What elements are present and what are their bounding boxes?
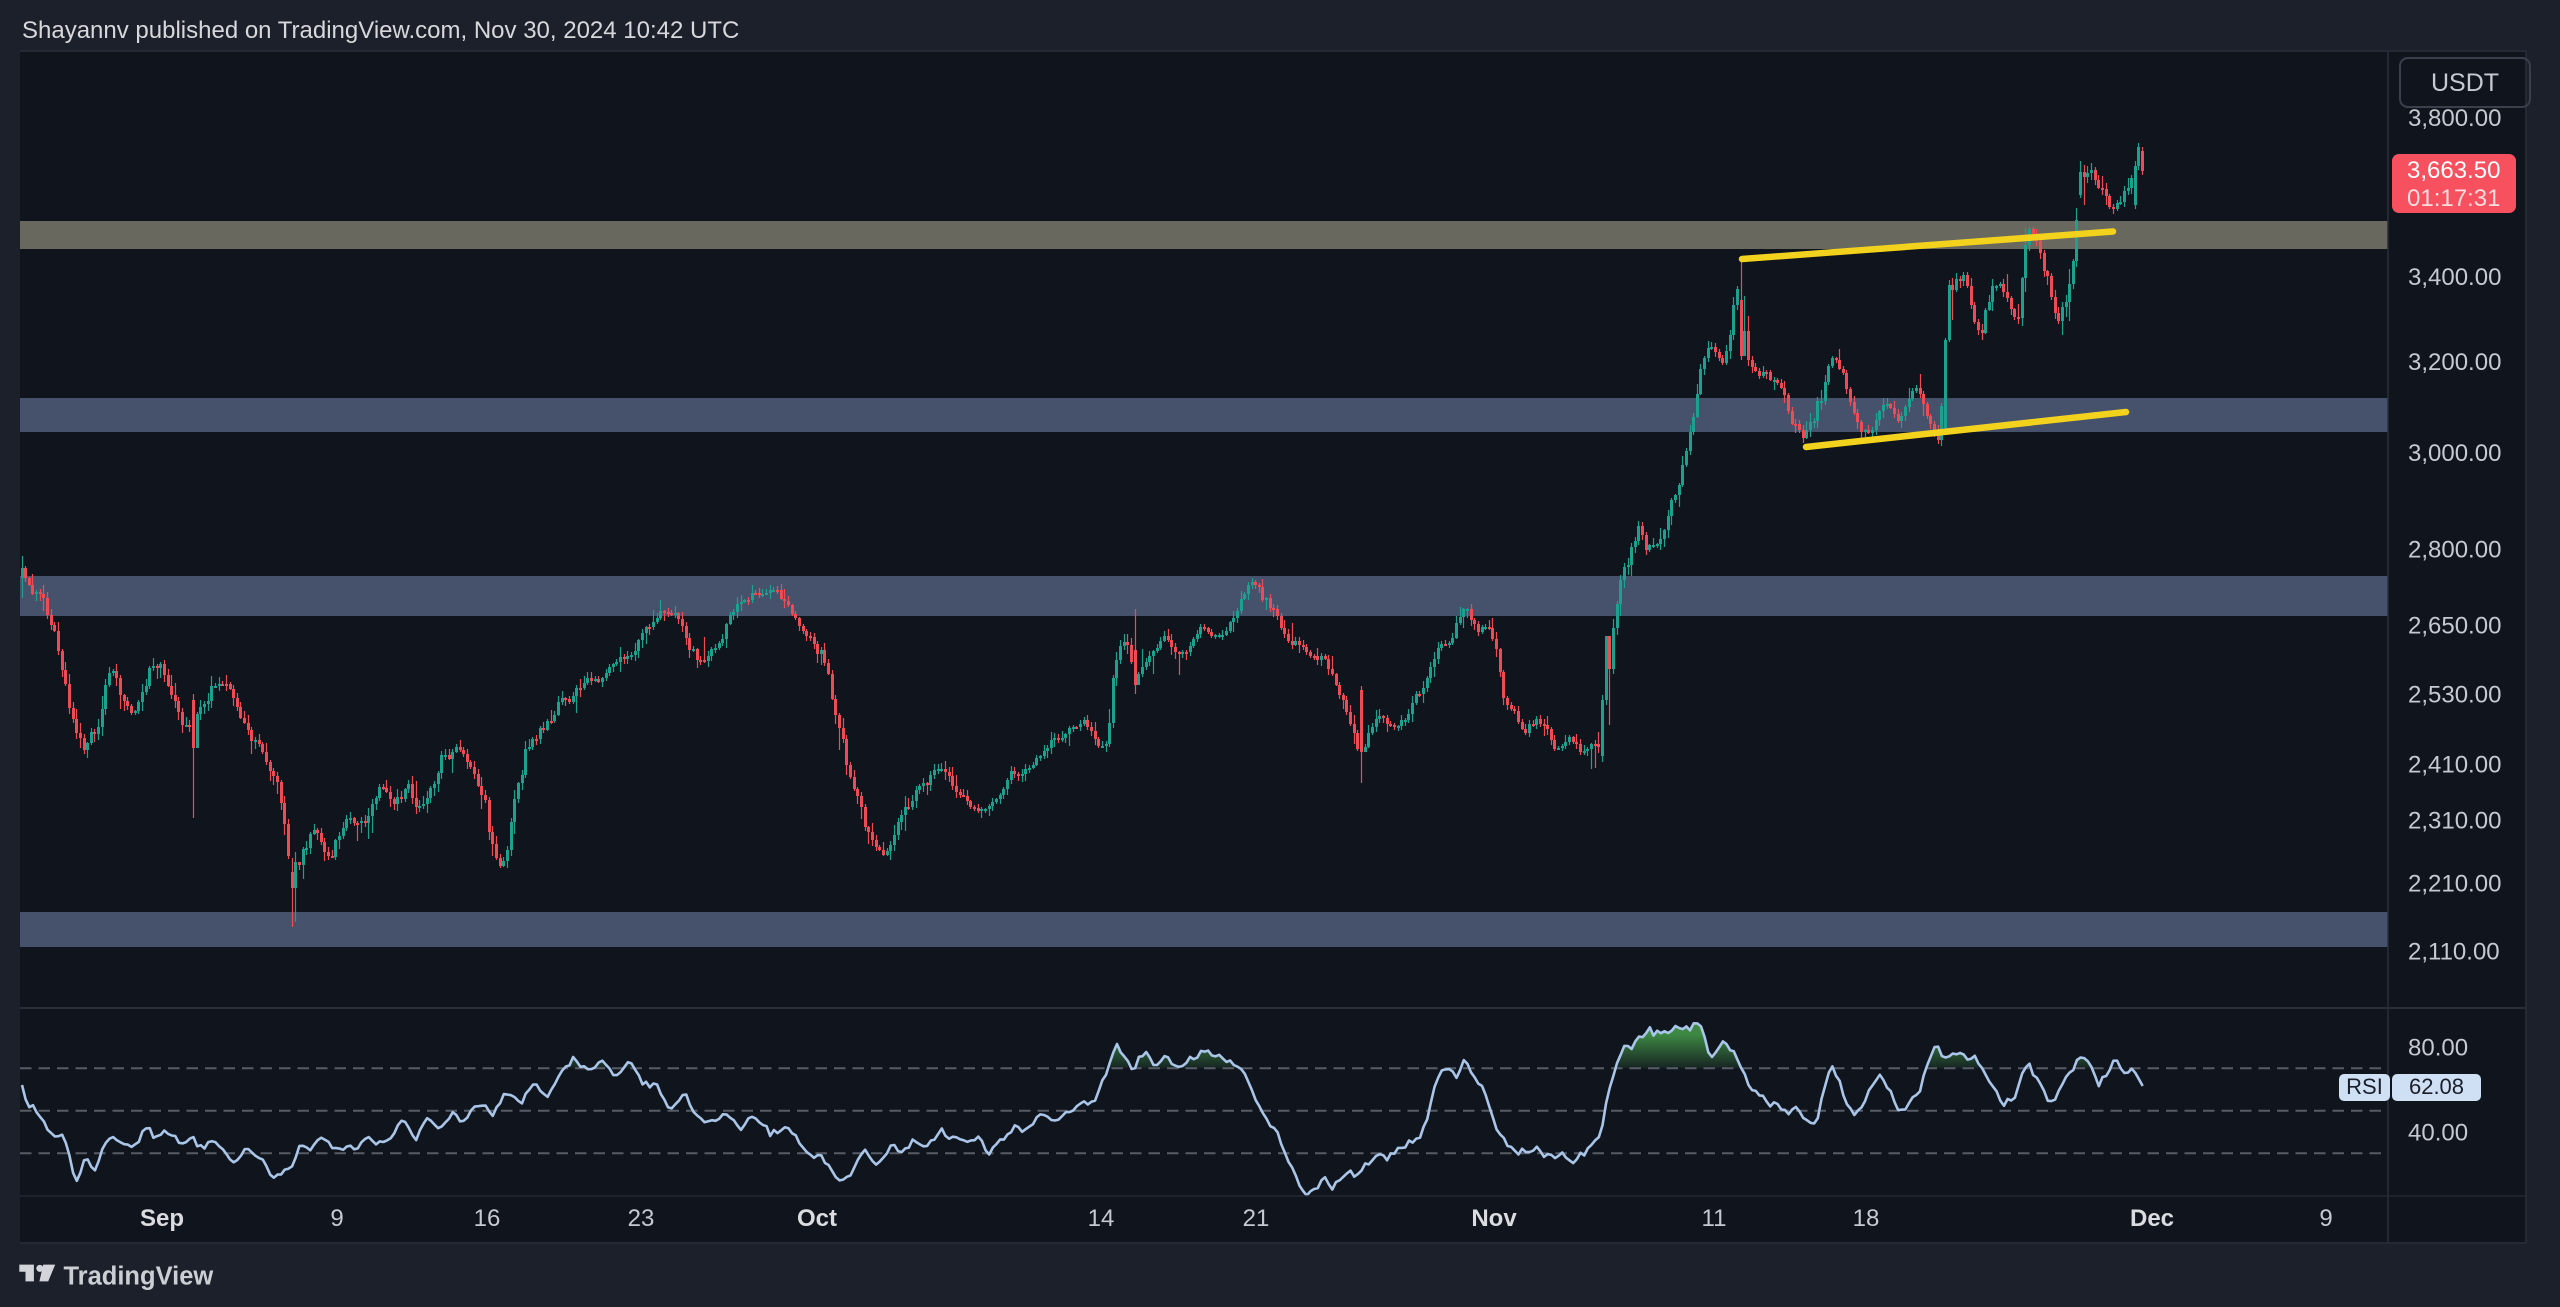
svg-text:62.08: 62.08 — [2409, 1074, 2464, 1099]
svg-text:3,663.50: 3,663.50 — [2407, 157, 2500, 184]
svg-text:Oct: Oct — [797, 1205, 837, 1232]
svg-text:USDT: USDT — [2431, 69, 2499, 97]
svg-text:80.00: 80.00 — [2408, 1035, 2468, 1062]
svg-text:Sep: Sep — [140, 1205, 184, 1232]
svg-text:01:17:31: 01:17:31 — [2407, 185, 2500, 212]
svg-text:9: 9 — [2319, 1205, 2332, 1232]
svg-text:2,410.00: 2,410.00 — [2408, 752, 2501, 779]
svg-text:TradingView: TradingView — [64, 1263, 214, 1291]
svg-text:3,000.00: 3,000.00 — [2408, 440, 2501, 467]
svg-text:2,310.00: 2,310.00 — [2408, 808, 2501, 835]
svg-text:Shayannv published on TradingV: Shayannv published on TradingView.com, N… — [22, 17, 739, 44]
svg-text:9: 9 — [330, 1205, 343, 1232]
svg-text:2,530.00: 2,530.00 — [2408, 682, 2501, 709]
svg-text:40.00: 40.00 — [2408, 1120, 2468, 1147]
svg-text:Dec: Dec — [2130, 1205, 2174, 1232]
svg-text:14: 14 — [1088, 1205, 1115, 1232]
svg-text:18: 18 — [1853, 1205, 1880, 1232]
svg-text:2,650.00: 2,650.00 — [2408, 613, 2501, 640]
svg-text:11: 11 — [1702, 1205, 1727, 1232]
svg-text:RSI: RSI — [2346, 1074, 2383, 1099]
svg-text:2,800.00: 2,800.00 — [2408, 537, 2501, 564]
svg-text:21: 21 — [1243, 1205, 1270, 1232]
svg-text:3,400.00: 3,400.00 — [2408, 264, 2501, 291]
svg-text:3,200.00: 3,200.00 — [2408, 349, 2501, 376]
svg-text:2,210.00: 2,210.00 — [2408, 871, 2501, 898]
svg-text:Nov: Nov — [1471, 1205, 1517, 1232]
svg-text:2,110.00: 2,110.00 — [2408, 939, 2500, 966]
svg-text:16: 16 — [474, 1205, 501, 1232]
svg-text:3,800.00: 3,800.00 — [2408, 105, 2501, 132]
svg-text:23: 23 — [628, 1205, 655, 1232]
